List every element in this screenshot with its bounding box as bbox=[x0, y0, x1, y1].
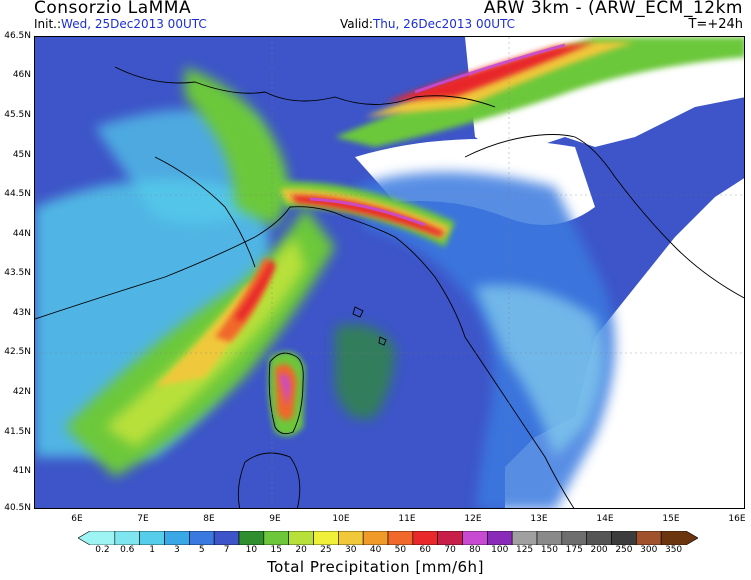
colorbar-swatch bbox=[412, 531, 438, 545]
colorbar-label: 300 bbox=[640, 545, 658, 555]
init-time: Init.:Wed, 25Dec2013 00UTC bbox=[34, 17, 207, 31]
colorbar-swatch bbox=[437, 531, 463, 545]
map-gridlines bbox=[35, 37, 744, 508]
colorbar-swatch bbox=[362, 531, 389, 545]
colorbar-label: 3 bbox=[174, 545, 180, 555]
init-label: Init.: bbox=[34, 17, 62, 31]
colorbar-label: 60 bbox=[419, 545, 431, 555]
lat-label: 40.5N bbox=[4, 503, 31, 513]
colorbar-swatch bbox=[536, 531, 563, 545]
lat-label: 45.5N bbox=[4, 110, 31, 120]
colorbar-swatch bbox=[189, 531, 215, 545]
lat-label: 42N bbox=[12, 387, 31, 397]
colorbar-swatch bbox=[139, 531, 165, 545]
init-value: Wed, 25Dec2013 00UTC bbox=[61, 17, 207, 31]
colorbar-label: 80 bbox=[469, 545, 481, 555]
colorbar-label: 10 bbox=[245, 545, 258, 555]
colorbar-swatch bbox=[114, 531, 140, 545]
colorbar-label: 200 bbox=[590, 545, 608, 555]
colorbar-label: 1 bbox=[149, 545, 155, 555]
lon-label: 15E bbox=[662, 514, 680, 524]
valid-value: Thu, 26Dec2013 00UTC bbox=[372, 17, 516, 31]
colorbar-label: 25 bbox=[320, 545, 332, 555]
colorbar-swatch bbox=[660, 531, 698, 545]
colorbar-label: 20 bbox=[295, 545, 307, 555]
lat-label: 46.5N bbox=[4, 31, 31, 41]
precipitation-map bbox=[34, 36, 745, 509]
lon-label: 13E bbox=[530, 514, 548, 524]
colorbar-label: 40 bbox=[369, 545, 382, 555]
colorbar-label: 30 bbox=[345, 545, 357, 555]
lon-label: 9E bbox=[269, 514, 281, 524]
colorbar-swatch bbox=[487, 531, 513, 545]
lat-label: 41.5N bbox=[4, 427, 31, 437]
colorbar-label: 125 bbox=[515, 545, 534, 555]
lon-label: 14E bbox=[596, 514, 614, 524]
colorbar-label: 0.6 bbox=[120, 545, 135, 555]
lat-label: 43N bbox=[12, 308, 31, 318]
colorbar-title: Total Precipitation [mm/6h] bbox=[267, 558, 484, 576]
colorbar-label: 15 bbox=[270, 545, 282, 555]
lat-label: 46N bbox=[12, 70, 31, 80]
colorbar-swatch bbox=[611, 531, 637, 545]
lat-label: 41N bbox=[12, 466, 31, 476]
colorbar-swatch bbox=[636, 531, 662, 545]
lon-label: 16E bbox=[728, 514, 746, 524]
colorbar-label: 250 bbox=[615, 545, 633, 555]
lon-label: 12E bbox=[464, 514, 482, 524]
lon-label: 11E bbox=[398, 514, 416, 524]
colorbar-swatch bbox=[313, 531, 339, 545]
colorbar-label: 5 bbox=[198, 545, 205, 555]
precip-shading bbox=[35, 37, 744, 508]
colorbar-swatch bbox=[288, 531, 314, 545]
colorbar-swatch bbox=[387, 531, 414, 545]
colorbar-label: 175 bbox=[565, 545, 583, 555]
valid-time: Valid:Thu, 26Dec2013 00UTC bbox=[340, 17, 515, 31]
coastlines-and-borders bbox=[35, 66, 744, 508]
header-model: ARW 3km - (ARW_ECM_12km bbox=[483, 0, 743, 18]
header-title: Consorzio LaMMA bbox=[34, 0, 192, 18]
lat-label: 44.5N bbox=[4, 189, 31, 199]
lat-label: 43.5N bbox=[4, 268, 31, 278]
lon-label: 10E bbox=[332, 514, 350, 524]
colorbar-label: 0.2 bbox=[95, 545, 110, 555]
colorbar-swatch bbox=[338, 531, 364, 545]
colorbar-label: 150 bbox=[540, 545, 558, 555]
colorbar-swatch bbox=[511, 531, 538, 545]
colorbar-label: 7 bbox=[223, 545, 230, 555]
colorbar-label: 70 bbox=[444, 545, 456, 555]
colorbar-swatch bbox=[164, 531, 190, 545]
valid-label: Valid: bbox=[340, 17, 373, 31]
lon-label: 8E bbox=[203, 514, 215, 524]
colorbar-label: 100 bbox=[491, 545, 509, 555]
lat-label: 44N bbox=[12, 229, 31, 239]
lat-label: 42.5N bbox=[4, 347, 31, 357]
forecast-step: T=+24h bbox=[688, 17, 743, 32]
colorbar-label: 50 bbox=[394, 545, 407, 555]
colorbar-swatch bbox=[462, 531, 488, 545]
colorbar-swatch bbox=[586, 531, 612, 545]
colorbar-swatch bbox=[213, 531, 240, 545]
colorbar-swatch bbox=[238, 531, 265, 545]
precipitation-colorbar bbox=[78, 531, 698, 545]
precipitation-field bbox=[35, 37, 744, 508]
lon-label: 7E bbox=[137, 514, 149, 524]
colorbar-swatch bbox=[78, 531, 116, 545]
lon-label: 6E bbox=[71, 514, 83, 524]
colorbar-swatch bbox=[561, 531, 587, 545]
lat-label: 45N bbox=[12, 150, 31, 160]
colorbar-swatch bbox=[263, 531, 289, 545]
colorbar-label: 350 bbox=[664, 545, 683, 555]
